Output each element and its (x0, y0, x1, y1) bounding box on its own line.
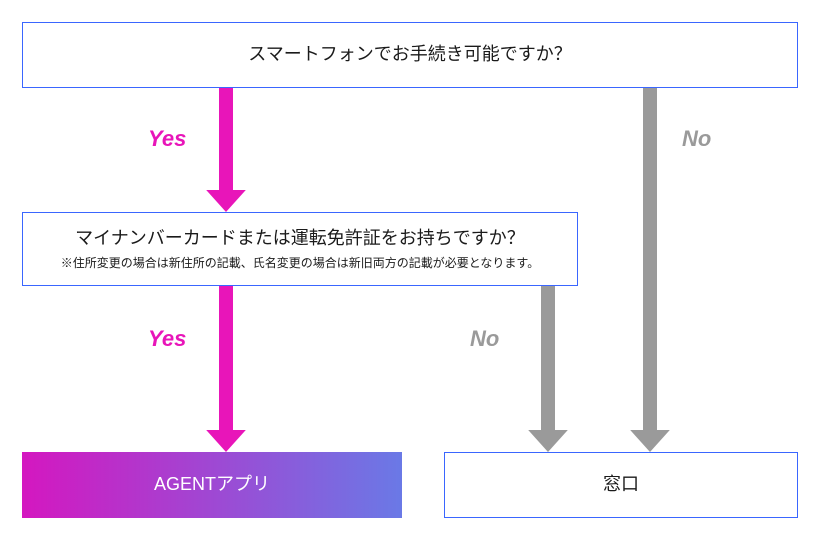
arrow-e4 (528, 286, 568, 452)
edge-label-e3: Yes (148, 326, 186, 352)
arrow-e2 (630, 88, 670, 452)
counter-text: 窓口 (603, 472, 639, 497)
arrow-e1 (206, 88, 246, 212)
edge-label-e1: Yes (148, 126, 186, 152)
q1-text: スマートフォンでお手続き可能ですか？ (248, 42, 571, 67)
terminal-node-app: AGENTアプリ (22, 452, 402, 518)
app-text: AGENTアプリ (154, 472, 270, 497)
q2-text: マイナンバーカードまたは運転免許証をお持ちですか？ (75, 226, 525, 251)
decision-node-q1: スマートフォンでお手続き可能ですか？ (22, 22, 798, 88)
arrow-e3 (206, 286, 246, 452)
terminal-node-counter: 窓口 (444, 452, 798, 518)
edge-label-e4: No (470, 326, 499, 352)
q2-subtext: ※住所変更の場合は新住所の記載、氏名変更の場合は新旧両方の記載が必要となります。 (61, 255, 539, 272)
edge-label-e2: No (682, 126, 711, 152)
decision-node-q2: マイナンバーカードまたは運転免許証をお持ちですか？ ※住所変更の場合は新住所の記… (22, 212, 578, 286)
